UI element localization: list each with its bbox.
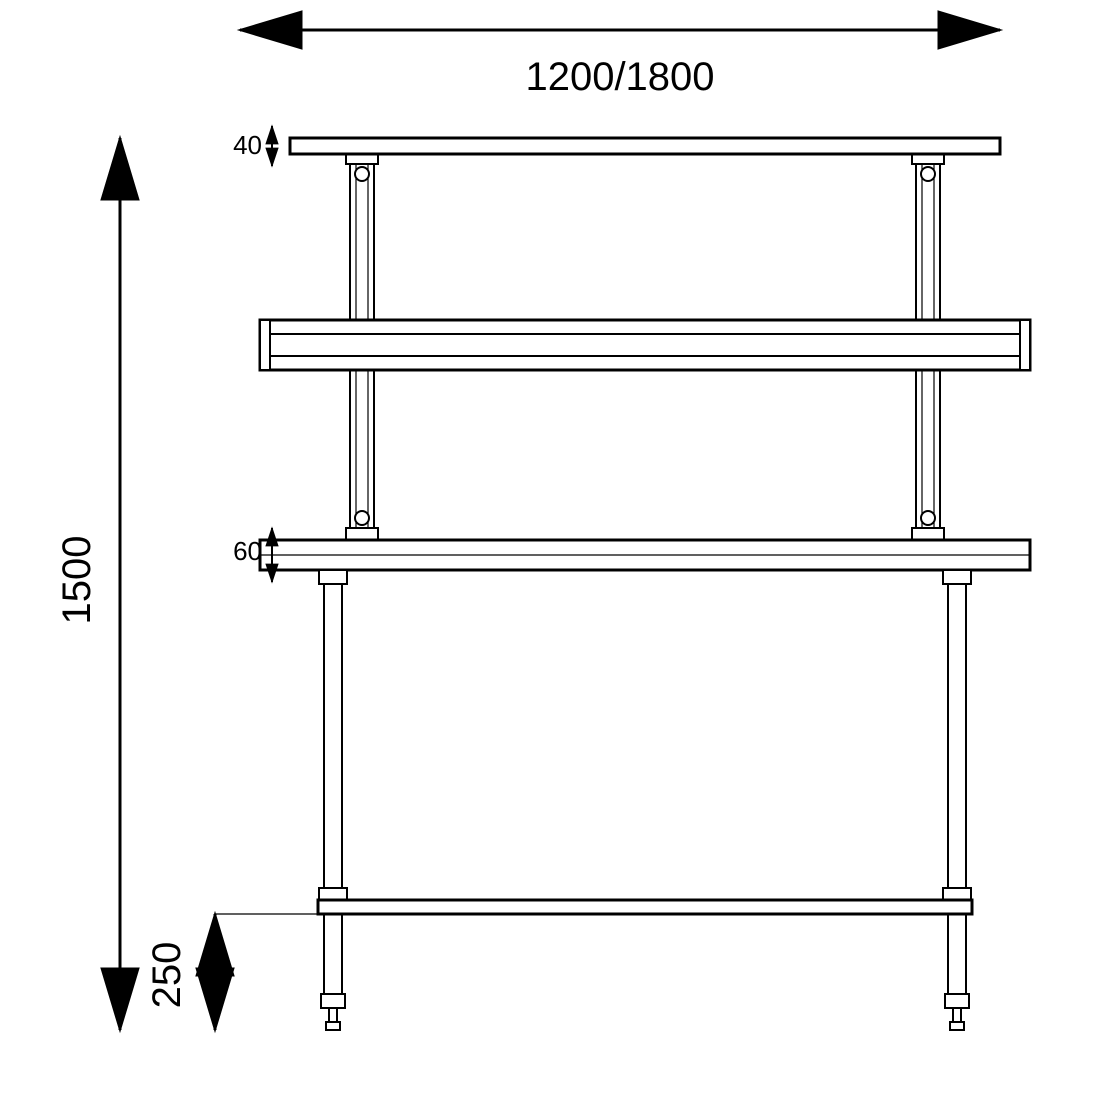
dimension-worktop-thickness-label: 60 (233, 536, 262, 566)
technical-drawing (120, 30, 1030, 1030)
mid-shelf (260, 320, 1030, 370)
top-shelf (290, 138, 1000, 154)
bottom-shelf (318, 900, 972, 914)
dimension-foot-label: 250 (145, 942, 189, 1009)
dimension-width-label: 1200/1800 (525, 55, 714, 99)
dimension-top-thickness-label: 40 (233, 130, 262, 160)
dimension-height-label: 1500 (55, 536, 99, 625)
